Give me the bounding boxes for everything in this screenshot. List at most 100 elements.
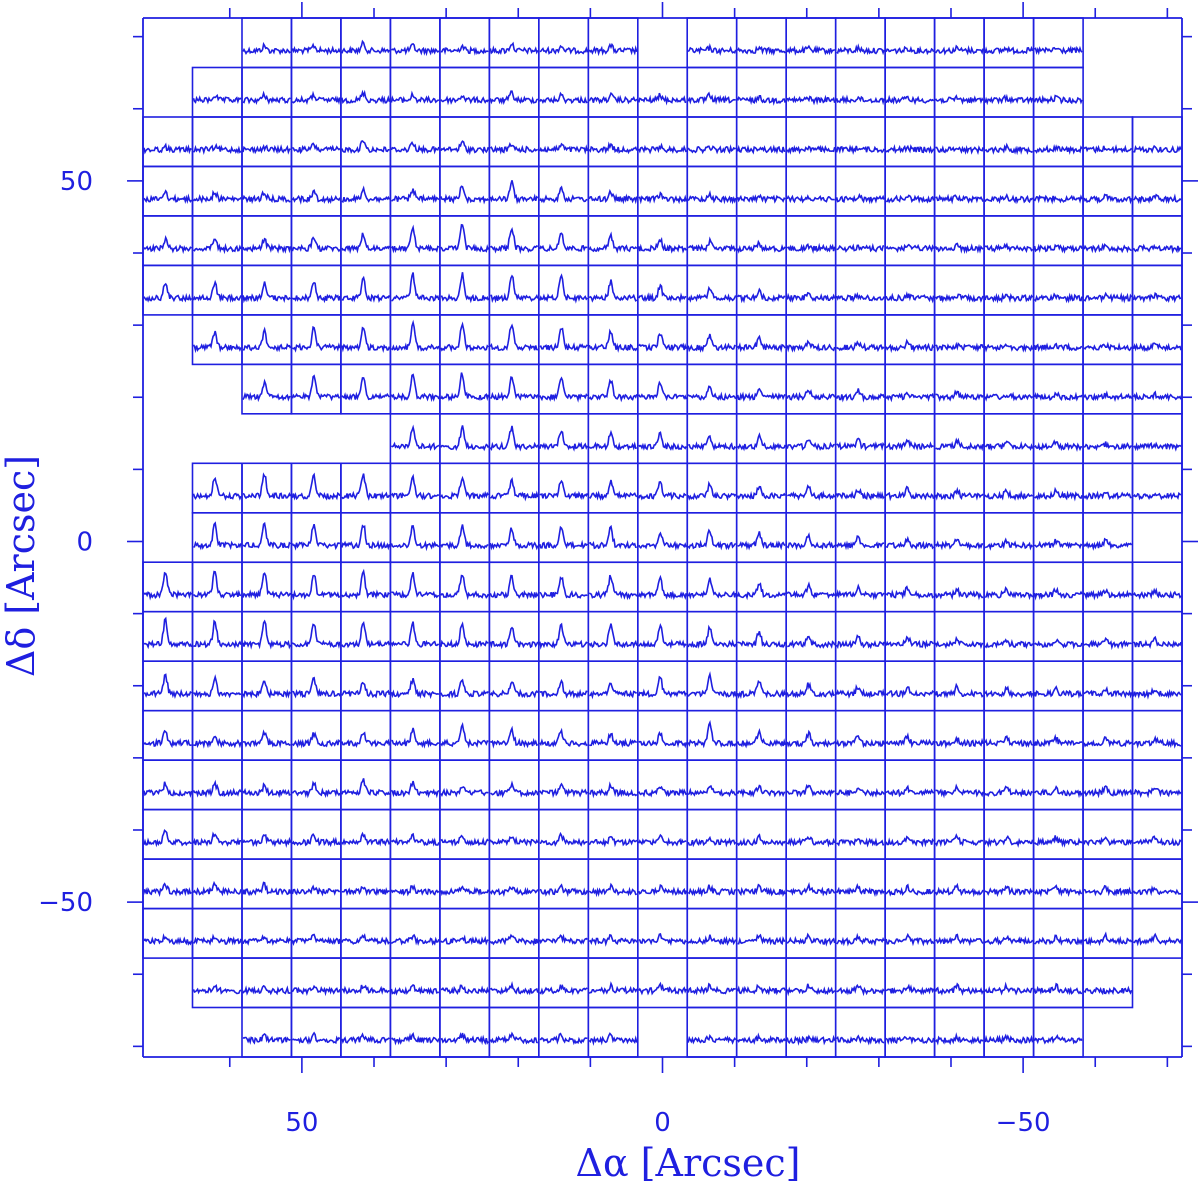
spectrum-cell: [884, 66, 936, 118]
spectrum-line: [1132, 885, 1182, 897]
spectrum-line: [736, 582, 786, 601]
spectrum-line: [539, 883, 589, 898]
spectrum-line: [143, 933, 193, 946]
spectrum-line: [786, 94, 836, 106]
spectrum-line: [687, 934, 737, 946]
spectrum-cell: [1131, 808, 1183, 860]
spectrum-cell: [785, 17, 837, 69]
spectrum-line: [588, 574, 638, 601]
spectrum-cell: [1032, 264, 1084, 316]
spectrum-line: [539, 727, 588, 748]
spectrum-cell: [1131, 462, 1183, 514]
spectrum-cell: [785, 363, 837, 415]
spectrum-line: [490, 226, 539, 255]
spectrum-line: [242, 834, 292, 848]
spectrum-cell: [933, 363, 985, 415]
spectrum-line: [786, 983, 836, 997]
spectrum-line: [390, 984, 439, 996]
spectrum-cell: [1082, 907, 1134, 959]
spectrum-line: [1132, 734, 1182, 749]
spectrum-line: [934, 833, 984, 848]
spectrum-line: [835, 388, 885, 403]
spectrum-cell: [389, 759, 441, 811]
spectrum-cell: [884, 957, 936, 1009]
spectrum-cell: [834, 660, 887, 712]
spectrum-line: [1083, 685, 1133, 699]
spectrum-cell: [191, 116, 243, 168]
spectrum-line: [440, 678, 489, 699]
spectrum-cell: [933, 660, 985, 712]
spectrum-line: [984, 735, 1034, 748]
spectrum-line: [687, 285, 737, 303]
spectrum-line: [1033, 884, 1083, 898]
spectrum-line: [984, 835, 1034, 848]
spectrum-line: [736, 95, 786, 106]
spectrum-cell: [142, 907, 194, 959]
spectrum-cell: [1082, 116, 1134, 168]
spectrum-line: [391, 272, 440, 302]
spectrum-line: [885, 883, 935, 897]
spectrum-cell: [241, 116, 293, 168]
spectrum-cell: [884, 907, 936, 959]
spectrum-line: [885, 686, 935, 699]
spectrum-line: [885, 94, 935, 106]
spectrum-cell: [636, 66, 689, 118]
y-tick-label: 50: [60, 167, 93, 197]
spectrum-cell: [340, 808, 392, 860]
spectrum-line: [934, 635, 984, 650]
spectrum-cell: [735, 957, 788, 1009]
spectrum-line: [687, 91, 736, 105]
spectrum-line: [341, 232, 391, 255]
spectrum-line: [291, 623, 341, 649]
spectrum-line: [291, 90, 341, 106]
spectrum-cell: [241, 165, 293, 217]
spectrum-line: [192, 880, 242, 897]
spectrum-cell: [537, 17, 590, 69]
spectrum-cell: [290, 215, 342, 267]
spectrum-cell: [537, 165, 590, 217]
spectrum-cell: [686, 808, 738, 860]
spectrum-line: [984, 981, 1033, 996]
spectrum-cell: [537, 907, 590, 959]
spectrum-cell: [1032, 808, 1084, 860]
spectrum-line: [242, 680, 291, 699]
spectrum-line: [687, 624, 737, 649]
spectrum-line: [291, 472, 341, 501]
spectrum-line: [291, 374, 340, 402]
spectrum-cell: [488, 759, 540, 811]
spectrum-cell: [1082, 363, 1134, 415]
spectrum-cell: [1131, 412, 1183, 465]
spectrum-cell: [1131, 363, 1183, 415]
spectrum-line: [143, 282, 193, 303]
spectrum-line: [835, 735, 885, 749]
spectrum-line: [291, 189, 341, 205]
spectrum-line: [589, 781, 638, 799]
spectrum-line: [638, 574, 687, 601]
spectrum-line: [1083, 636, 1132, 651]
spectrum-cell: [983, 1006, 1035, 1058]
spectrum-cell: [439, 17, 491, 69]
spectrum-line: [984, 885, 1034, 898]
spectrum-line: [1033, 94, 1083, 105]
spectrum-cell: [686, 264, 738, 316]
spectrum-line: [539, 91, 588, 105]
spectrum-cell: [735, 709, 788, 762]
spectrum-cell: [785, 957, 837, 1009]
spectrum-line: [291, 42, 341, 56]
spectrum-line: [786, 44, 836, 56]
spectrum-line: [341, 681, 391, 699]
spectrum-line: [143, 673, 192, 700]
spectrum-cell: [389, 1006, 441, 1058]
spectrum-line: [440, 621, 489, 649]
spectrum-cell: [1131, 907, 1183, 959]
spectrum-line: [885, 585, 935, 600]
spectrum-cell: [834, 1006, 887, 1058]
spectrum-line: [539, 479, 589, 500]
spectrum-line: [143, 729, 192, 749]
spectrum-line: [885, 983, 935, 996]
spectrum-line: [638, 622, 687, 650]
spectrum-cell: [834, 808, 887, 860]
spectrum-cell: [142, 116, 194, 168]
spectrum-line: [984, 1033, 1034, 1045]
spectrum-line: [390, 140, 440, 155]
